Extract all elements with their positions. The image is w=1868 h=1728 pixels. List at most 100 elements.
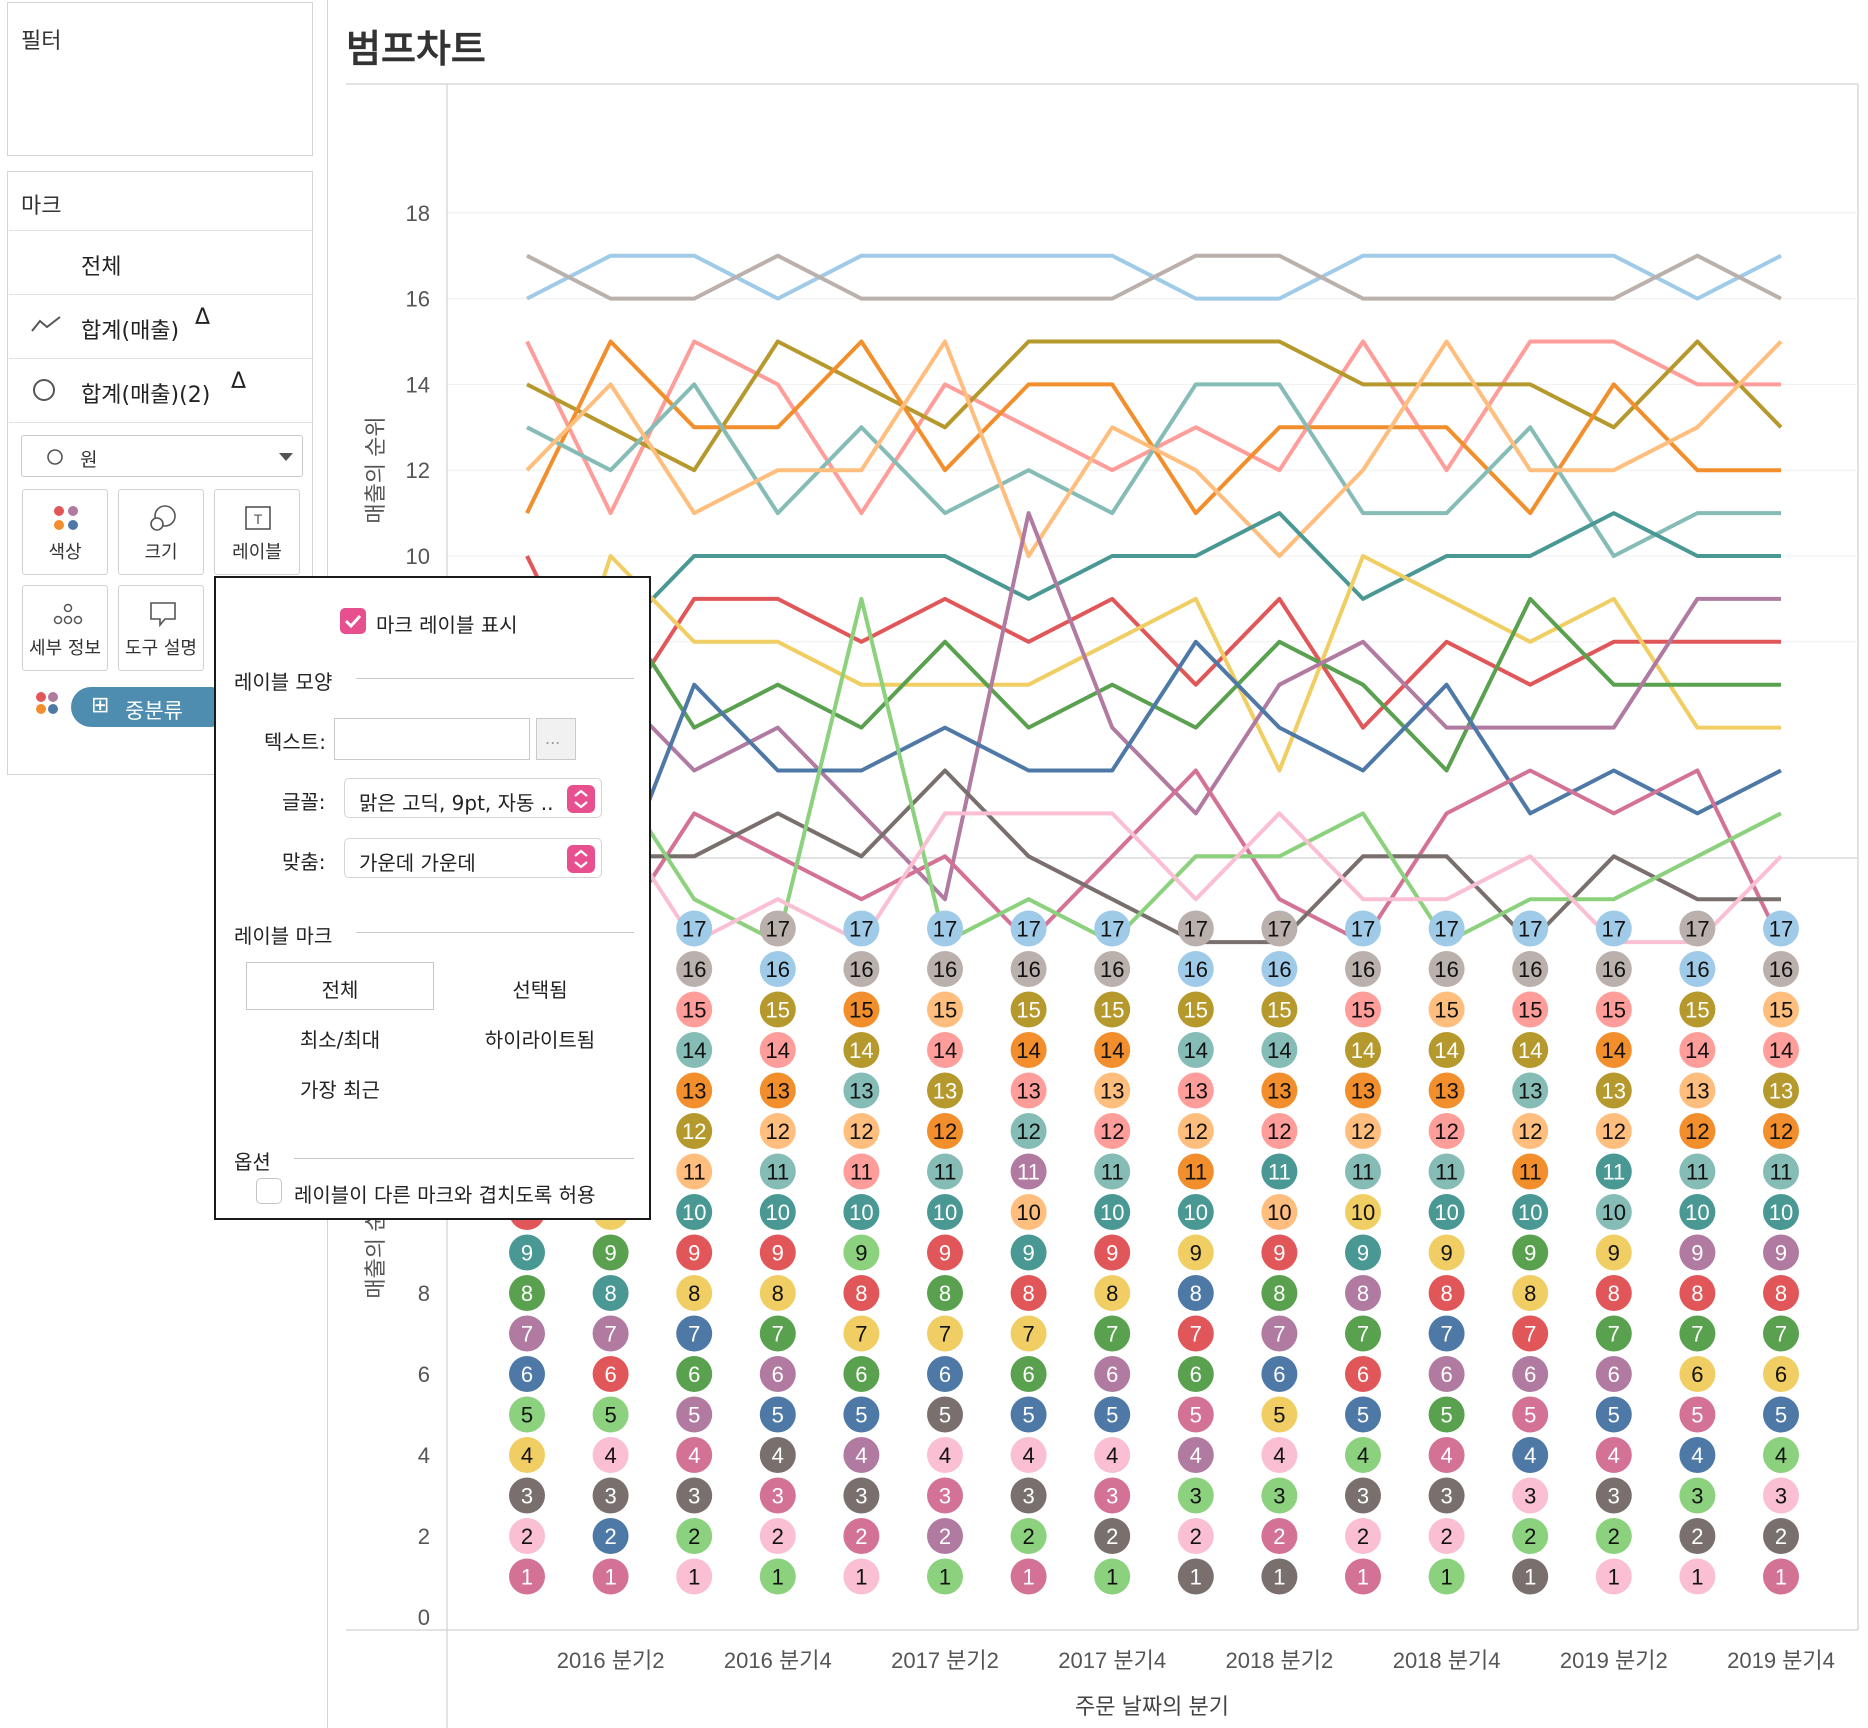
rank-label: 9 (1022, 1241, 1034, 1266)
rank-label: 12 (1267, 1119, 1291, 1144)
rank-circle (1094, 1518, 1131, 1554)
rank-label: 9 (855, 1241, 867, 1266)
rank-label: 5 (1524, 1403, 1536, 1428)
choice-highlighted[interactable]: 하이라이트됨 (484, 1028, 596, 1052)
color-button[interactable]: 색상 (22, 489, 108, 575)
rank-circle (676, 1194, 713, 1230)
rank-circle (1345, 910, 1381, 947)
y-tick-label: 6 (418, 1362, 430, 1387)
rank-circle (1763, 1437, 1799, 1473)
rank-circle (676, 1396, 713, 1433)
rank-label: 12 (1016, 1119, 1040, 1144)
rank-circle (509, 1315, 545, 1352)
rank-label: 16 (1351, 957, 1375, 982)
series-line (525, 339, 1783, 558)
rank-label: 13 (1267, 1079, 1291, 1104)
rank-circle (1428, 1234, 1465, 1271)
allow-overlap-label[interactable]: 레이블이 다른 마크와 겹치도록 허용 (294, 1183, 596, 1207)
category-pill[interactable]: ⊞ 중분류 (71, 687, 231, 727)
size-button[interactable]: 크기 (118, 489, 204, 575)
rank-circle (1345, 1315, 1381, 1352)
choice-all[interactable]: 전체 (246, 962, 434, 1010)
rank-circle (1595, 1437, 1632, 1473)
choice-selected[interactable]: 선택됨 (512, 978, 568, 1002)
show-labels-label[interactable]: 마크 레이블 표시 (376, 613, 518, 637)
marks-sum-sales-2-row[interactable]: 합계(매출)(2) Δ (9, 358, 313, 422)
rank-label: 8 (1190, 1281, 1202, 1306)
rank-label: 9 (1273, 1241, 1285, 1266)
rank-circle (1595, 1275, 1632, 1311)
rank-label: 3 (1106, 1484, 1118, 1509)
rank-circle (1595, 951, 1632, 987)
rank-label: 9 (521, 1241, 533, 1266)
rank-circle (927, 1153, 963, 1190)
choice-most-recent[interactable]: 가장 최근 (300, 1078, 380, 1102)
marks-sum-sales-label: 합계(매출) (81, 319, 180, 344)
rank-circle (759, 951, 796, 987)
rank-circle (1763, 1477, 1799, 1514)
stepper-icon (567, 845, 595, 873)
label-button[interactable]: T 레이블 (214, 489, 300, 575)
rank-label: 5 (688, 1403, 700, 1428)
tooltip-button[interactable]: 도구 설명 (118, 585, 204, 671)
rank-label: 10 (1016, 1200, 1040, 1225)
show-labels-checkbox[interactable] (340, 608, 366, 634)
rank-circle (1512, 1518, 1549, 1554)
rank-circle (509, 1275, 545, 1311)
chart-title: 범프차트 (346, 27, 486, 71)
marks-all-row[interactable]: 전체 (9, 230, 313, 294)
rank-circle (1261, 910, 1298, 947)
rank-label: 8 (521, 1281, 533, 1306)
rank-circle (1763, 1396, 1799, 1433)
rank-label: 11 (850, 1160, 873, 1185)
rank-circle (1428, 1072, 1465, 1109)
mark-type-dropdown[interactable]: 원 (21, 435, 303, 477)
options-header: 옵션 (234, 1150, 271, 1174)
rank-circle (1010, 951, 1047, 987)
rank-circle (1595, 1396, 1632, 1433)
rank-label: 2 (1440, 1524, 1452, 1549)
x-tick-label: 2019 분기4 (1727, 1648, 1835, 1673)
marks-sum-sales-row[interactable]: 합계(매출) Δ (9, 294, 313, 358)
rank-label: 11 (1770, 1160, 1793, 1185)
rank-label: 14 (682, 1038, 706, 1063)
rank-circle (843, 1437, 880, 1473)
rank-circle (1679, 1032, 1716, 1068)
text-edit-button[interactable]: ... (536, 718, 576, 760)
rank-label: 2 (1691, 1524, 1703, 1549)
rank-circle (927, 910, 963, 947)
rank-circle (1763, 1032, 1799, 1068)
rank-circle (1512, 1356, 1549, 1392)
rank-circle (1595, 910, 1632, 947)
rank-circle (1177, 1356, 1214, 1392)
rank-circle (1010, 1396, 1047, 1433)
rank-label: 10 (1769, 1200, 1793, 1225)
label-label: 레이블 (232, 542, 282, 563)
filters-card[interactable]: 필터 (7, 2, 313, 156)
rank-label: 17 (1016, 917, 1040, 942)
detail-button[interactable]: 세부 정보 (22, 585, 108, 671)
rank-circle (843, 1518, 880, 1554)
rank-circle (759, 1194, 796, 1230)
rank-circle (1177, 1477, 1214, 1514)
rank-circle (509, 1234, 545, 1271)
rank-circle (1763, 951, 1799, 987)
rank-circle (1763, 910, 1799, 947)
rank-label: 13 (1351, 1079, 1375, 1104)
rank-label: 4 (1190, 1443, 1202, 1468)
rank-circle (1595, 1518, 1632, 1554)
rank-circle (1595, 1032, 1632, 1068)
font-dropdown[interactable]: 맑은 고딕, 9pt, 자동 .. (344, 778, 602, 818)
rank-label: 11 (683, 1160, 706, 1185)
choice-min-max[interactable]: 최소/최대 (299, 1028, 381, 1052)
align-dropdown[interactable]: 가운데 가운데 (344, 838, 602, 878)
text-field[interactable] (334, 718, 530, 760)
expand-icon[interactable]: ⊞ (91, 693, 110, 718)
allow-overlap-checkbox[interactable] (256, 1178, 282, 1204)
rank-circle (927, 1437, 963, 1473)
rank-circle (509, 1356, 545, 1392)
rank-label: 14 (1434, 1038, 1458, 1063)
rank-label: 2 (1273, 1524, 1285, 1549)
rank-label: 17 (1434, 917, 1458, 942)
rank-circle (1763, 1194, 1799, 1230)
